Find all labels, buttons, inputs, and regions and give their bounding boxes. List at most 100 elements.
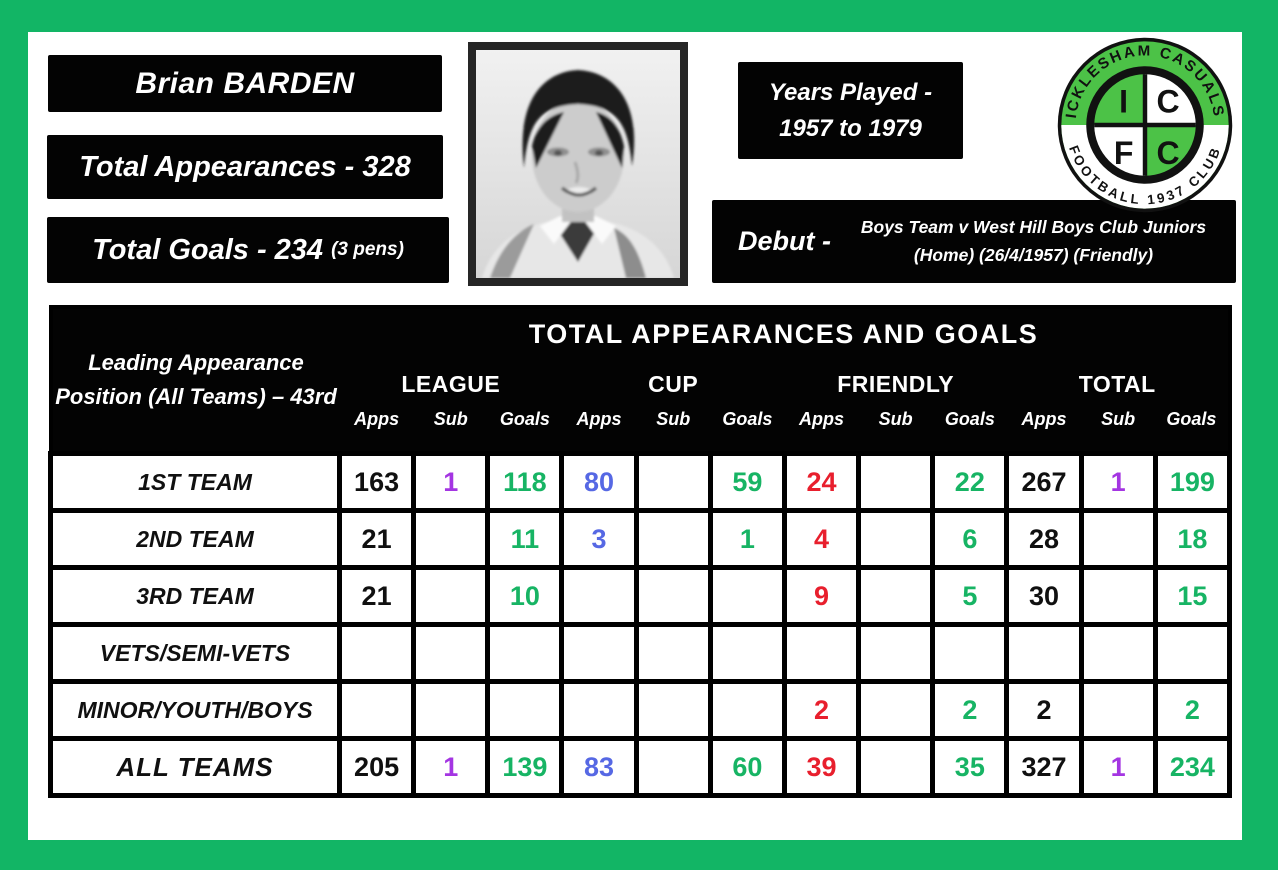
stat-cell: 163	[336, 451, 417, 513]
stat-cell: 4	[781, 508, 862, 570]
table-row: MINOR/YOUTH/BOYS 2 2 2 2	[48, 679, 1233, 741]
stat-cell: 60	[707, 736, 787, 798]
card-background: Brian BARDEN Total Appearances - 328 Tot…	[28, 32, 1242, 840]
stat-cell	[411, 508, 491, 570]
stat-cell: 2	[1004, 679, 1084, 741]
total-goals-pens-note: (3 pens)	[331, 239, 404, 260]
team-name: 3RD TEAM	[48, 565, 342, 627]
debut-line1: Boys Team v West Hill Boys Club Juniors	[860, 217, 1207, 238]
player-name-banner: Brian BARDEN	[48, 55, 442, 112]
stat-cell: 2	[781, 679, 862, 741]
total-goals-text: Total Goals - 234	[92, 233, 324, 266]
stat-cell	[485, 622, 565, 684]
stat-cell: 59	[707, 451, 787, 513]
stat-cell: 28	[1004, 508, 1084, 570]
stat-cell: 24	[781, 451, 862, 513]
col-header-friendly-apps: Apps	[784, 409, 859, 454]
stat-cell: 5	[930, 565, 1010, 627]
stat-cell	[856, 565, 936, 627]
stat-cell: 80	[559, 451, 639, 513]
stat-cell	[559, 565, 639, 627]
debut-line2: (Home) (26/4/1957) (Friendly)	[913, 244, 1154, 265]
stat-cell: 21	[336, 565, 417, 627]
stat-cell	[707, 679, 787, 741]
stat-cell: 1	[707, 508, 787, 570]
col-header-friendly-sub: Sub	[858, 409, 933, 454]
stat-cell	[707, 565, 787, 627]
team-name: MINOR/YOUTH/BOYS	[48, 679, 342, 741]
stat-cell: 139	[485, 736, 565, 798]
stat-cell: 234	[1152, 736, 1233, 798]
stat-cell: 15	[1152, 565, 1233, 627]
total-appearances-banner: Total Appearances - 328	[47, 135, 443, 199]
stat-cell	[856, 622, 936, 684]
badge-letter-i: I	[1119, 84, 1128, 120]
stat-cell: 267	[1004, 451, 1084, 513]
club-badge-icon: I C F C ICKLESHAM CASUALS FOOTBALL 1937 …	[1057, 37, 1233, 213]
stat-cell: 1	[1078, 451, 1158, 513]
stat-cell: 3	[559, 508, 639, 570]
col-header-cup-goals: Goals	[710, 409, 785, 454]
stat-cell	[1078, 508, 1158, 570]
stat-cell	[781, 622, 862, 684]
stat-cell	[1152, 622, 1233, 684]
stat-cell: 2	[1152, 679, 1233, 741]
stat-cell: 83	[559, 736, 639, 798]
stat-cell	[1078, 622, 1158, 684]
group-header-cup: CUP	[561, 359, 785, 409]
stat-cell: 1	[411, 451, 491, 513]
team-name: VETS/SEMI-VETS	[48, 622, 342, 684]
stat-cell	[633, 565, 713, 627]
stat-cell: 10	[485, 565, 565, 627]
years-played-banner: Years Played - 1957 to 1979	[738, 62, 963, 159]
debut-label: Debut -	[738, 226, 831, 256]
stat-cell: 199	[1152, 451, 1233, 513]
table-title: TOTAL APPEARANCES AND GOALS	[339, 307, 1230, 359]
col-header-total-sub: Sub	[1081, 409, 1156, 454]
stat-cell	[559, 679, 639, 741]
total-appearances-text: Total Appearances - 328	[79, 150, 411, 183]
stat-cell: 18	[1152, 508, 1233, 570]
stat-cell	[856, 508, 936, 570]
stat-cell: 2	[930, 679, 1010, 741]
stat-cell	[707, 622, 787, 684]
total-goals-banner: Total Goals - 234 (3 pens)	[47, 217, 449, 283]
stats-table: Leading Appearance Position (All Teams) …	[48, 305, 1233, 798]
stat-cell: 327	[1004, 736, 1084, 798]
team-name: ALL TEAMS	[48, 736, 342, 798]
stat-cell	[336, 622, 417, 684]
stat-cell: 9	[781, 565, 862, 627]
col-header-league-apps: Apps	[339, 409, 414, 454]
player-name: Brian BARDEN	[135, 66, 355, 100]
stat-cell: 1	[1078, 736, 1158, 798]
stat-cell	[633, 736, 713, 798]
col-header-total-goals: Goals	[1155, 409, 1230, 454]
group-header-total: TOTAL	[1006, 359, 1230, 409]
team-name: 1ST TEAM	[48, 451, 342, 513]
stats-table-header: Leading Appearance Position (All Teams) …	[50, 307, 1230, 454]
col-header-cup-sub: Sub	[636, 409, 711, 454]
debut-details: Boys Team v West Hill Boys Club Juniors …	[831, 214, 1236, 268]
stat-cell: 22	[930, 451, 1010, 513]
stat-cell	[485, 679, 565, 741]
stat-cell: 1	[411, 736, 491, 798]
stat-cell: 118	[485, 451, 565, 513]
table-row: 3RD TEAM 21 10 9 5 30 15	[48, 565, 1233, 627]
stat-cell	[856, 679, 936, 741]
stat-cell	[559, 622, 639, 684]
table-row: 1ST TEAM 163 1 118 80 59 24 22 267 1 199	[48, 451, 1233, 513]
stat-cell: 39	[781, 736, 862, 798]
col-header-league-sub: Sub	[413, 409, 488, 454]
years-played-line1: Years Played -	[768, 78, 933, 106]
stat-cell	[633, 679, 713, 741]
stat-cell	[411, 679, 491, 741]
stat-cell	[1078, 679, 1158, 741]
stats-table-body: 1ST TEAM 163 1 118 80 59 24 22 267 1 199 2ND TEAM 21…	[48, 451, 1233, 798]
col-header-cup-apps: Apps	[561, 409, 637, 454]
col-header-friendly-goals: Goals	[932, 409, 1007, 454]
player-photo-illustration	[476, 50, 680, 278]
stat-cell	[633, 451, 713, 513]
table-row-all-teams: ALL TEAMS 205 1 139 83 60 39 35 327 1 234	[48, 736, 1233, 798]
years-played-line2: 1957 to 1979	[779, 114, 922, 142]
